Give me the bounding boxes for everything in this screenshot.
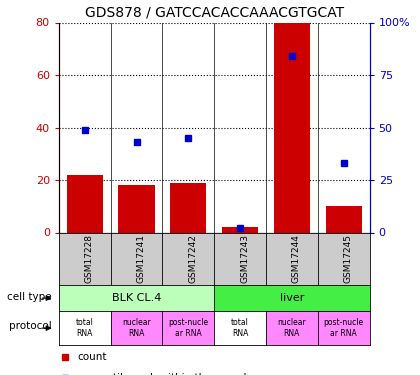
Text: protocol: protocol bbox=[9, 321, 52, 332]
Text: percentile rank within the sample: percentile rank within the sample bbox=[77, 373, 253, 375]
Bar bbox=[67, 175, 103, 232]
Text: total
RNA: total RNA bbox=[76, 318, 94, 338]
Text: GSM17228: GSM17228 bbox=[85, 234, 94, 283]
Text: GSM17243: GSM17243 bbox=[240, 234, 249, 283]
Text: post-nucle
ar RNA: post-nucle ar RNA bbox=[168, 318, 208, 338]
Text: nuclear
RNA: nuclear RNA bbox=[278, 318, 306, 338]
Text: GSM17241: GSM17241 bbox=[136, 234, 145, 283]
Text: cell type: cell type bbox=[7, 292, 52, 302]
Text: post-nucle
ar RNA: post-nucle ar RNA bbox=[324, 318, 364, 338]
Text: BLK CL.4: BLK CL.4 bbox=[112, 293, 161, 303]
Bar bbox=[170, 183, 207, 232]
Bar bbox=[326, 206, 362, 232]
Text: GSM17245: GSM17245 bbox=[344, 234, 353, 283]
Bar bbox=[274, 22, 310, 233]
Text: nuclear
RNA: nuclear RNA bbox=[122, 318, 151, 338]
Text: GSM17244: GSM17244 bbox=[292, 234, 301, 283]
Bar bbox=[222, 227, 258, 232]
Text: count: count bbox=[77, 352, 107, 362]
Text: GSM17242: GSM17242 bbox=[188, 234, 197, 283]
Bar bbox=[118, 185, 155, 232]
Title: GDS878 / GATCCACACCAAACGTGCAT: GDS878 / GATCCACACCAAACGTGCAT bbox=[85, 6, 344, 20]
Text: total
RNA: total RNA bbox=[231, 318, 249, 338]
Text: liver: liver bbox=[280, 293, 304, 303]
